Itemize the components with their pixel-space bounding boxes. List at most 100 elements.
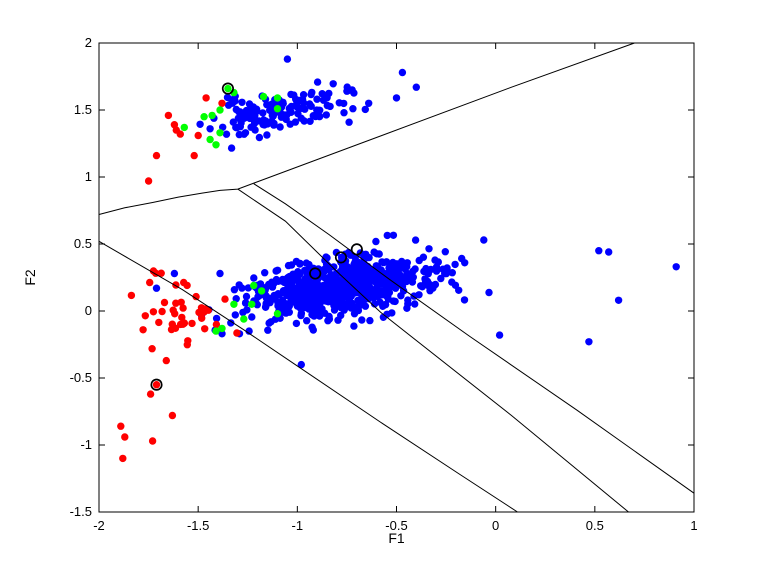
data-point (292, 257, 301, 266)
data-point (206, 135, 214, 144)
boundary-mid-diagonal (237, 188, 629, 513)
data-point (232, 295, 240, 303)
data-point (314, 303, 322, 311)
data-point (309, 112, 317, 120)
data-point (366, 316, 374, 325)
data-point (216, 129, 224, 137)
data-point (411, 300, 419, 308)
data-point (268, 100, 276, 108)
data-point (296, 281, 304, 289)
data-point (349, 278, 357, 287)
data-point (337, 303, 345, 312)
x-tick-label: -1 (292, 518, 304, 533)
boundary-lines-layer (98, 42, 695, 513)
y-tick-label: -1.5 (70, 504, 92, 519)
data-point (117, 422, 125, 430)
data-point (309, 326, 317, 334)
data-point (196, 120, 204, 128)
data-point (261, 303, 270, 311)
data-point (387, 265, 395, 273)
data-point (233, 124, 241, 132)
data-point (272, 267, 280, 275)
data-point (326, 102, 334, 111)
data-point (349, 105, 357, 113)
data-point (152, 284, 161, 292)
data-point (323, 254, 331, 262)
data-point (448, 269, 456, 277)
boundary-right-diagonal (253, 183, 695, 494)
data-point (374, 292, 382, 301)
data-point (315, 106, 323, 115)
circled-red-point-ring (150, 378, 163, 391)
data-point (287, 90, 295, 99)
data-point (411, 236, 420, 244)
data-point (264, 326, 272, 334)
data-point (418, 283, 426, 291)
x-tick-label: -0.5 (385, 518, 407, 533)
data-point (332, 248, 341, 257)
data-point (218, 330, 226, 338)
data-point (167, 325, 176, 334)
data-point (336, 289, 344, 297)
data-point (427, 265, 435, 274)
data-point (614, 296, 623, 304)
data-point (170, 269, 179, 278)
data-point (247, 106, 255, 114)
data-point (380, 301, 388, 309)
data-point (336, 278, 344, 287)
data-point (146, 278, 154, 287)
data-point (273, 94, 282, 102)
data-point (183, 281, 191, 290)
data-point (168, 411, 177, 420)
data-point (257, 287, 266, 295)
data-point (307, 102, 315, 111)
data-point (178, 313, 186, 322)
data-point (424, 282, 433, 290)
data-point (248, 300, 256, 308)
data-point (404, 300, 412, 308)
x-axis-label: F1 (388, 530, 405, 546)
data-point (263, 131, 271, 139)
data-point (259, 109, 267, 117)
data-point (340, 263, 348, 271)
data-point (369, 270, 378, 279)
data-point (222, 130, 231, 138)
boundary-left-diagonal (98, 240, 518, 513)
data-point (265, 280, 273, 289)
data-point (265, 319, 273, 327)
data-point (119, 454, 127, 463)
data-point (146, 390, 155, 398)
y-tick-label: 2 (85, 35, 92, 50)
data-point (458, 254, 466, 263)
y-tick-label: -1 (80, 437, 92, 452)
data-point (141, 312, 149, 320)
circled-green-point-ring (221, 82, 234, 95)
data-point (362, 288, 370, 296)
data-point (212, 320, 221, 329)
data-point (437, 274, 445, 283)
data-point (162, 356, 170, 365)
data-point (373, 286, 381, 294)
data-point (409, 267, 417, 275)
data-point (451, 281, 460, 289)
data-point (323, 94, 331, 102)
data-point (273, 105, 282, 113)
data-point (288, 294, 296, 302)
data-point (375, 250, 383, 258)
data-point (386, 281, 394, 289)
data-point (292, 275, 300, 283)
data-point (302, 298, 310, 306)
data-point (372, 237, 380, 246)
data-point (157, 269, 165, 277)
data-point (431, 256, 439, 264)
circled-green-point (224, 84, 232, 93)
x-tick-label: 0.5 (586, 518, 604, 533)
data-point (348, 264, 356, 272)
data-point (322, 111, 330, 119)
data-point (216, 106, 224, 114)
data-point (270, 121, 278, 129)
x-tick-label: -2 (93, 518, 105, 533)
data-point (190, 151, 198, 160)
data-point (299, 99, 308, 107)
data-point (170, 121, 179, 129)
